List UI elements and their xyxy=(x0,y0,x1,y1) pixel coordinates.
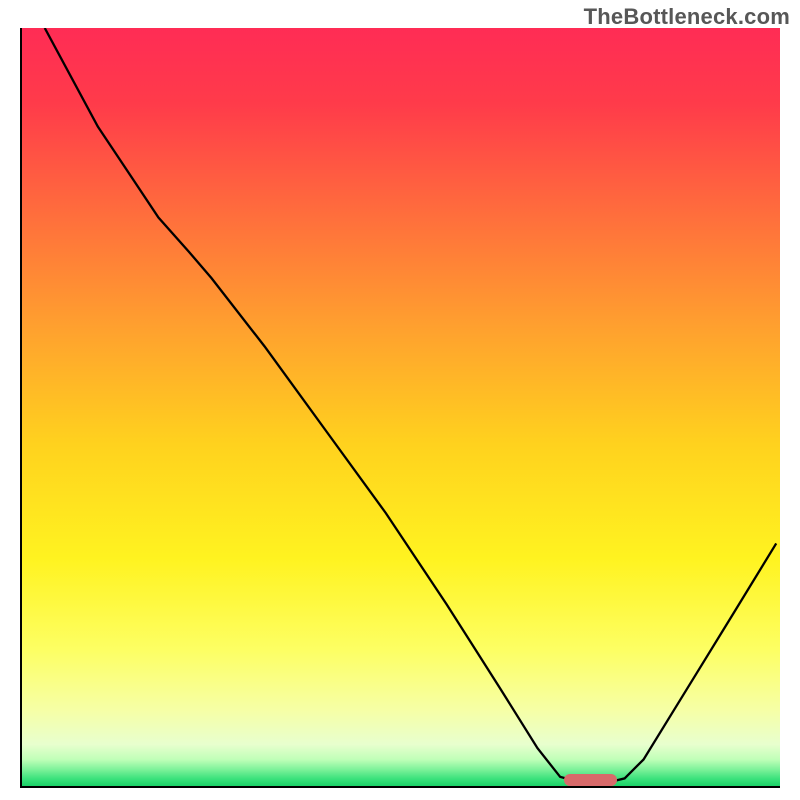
minimum-marker xyxy=(564,774,617,786)
plot-inner xyxy=(22,28,780,786)
curve-line xyxy=(22,28,780,786)
plot-area xyxy=(20,28,780,788)
watermark-text: TheBottleneck.com xyxy=(584,4,790,30)
chart-container: TheBottleneck.com xyxy=(0,0,800,800)
